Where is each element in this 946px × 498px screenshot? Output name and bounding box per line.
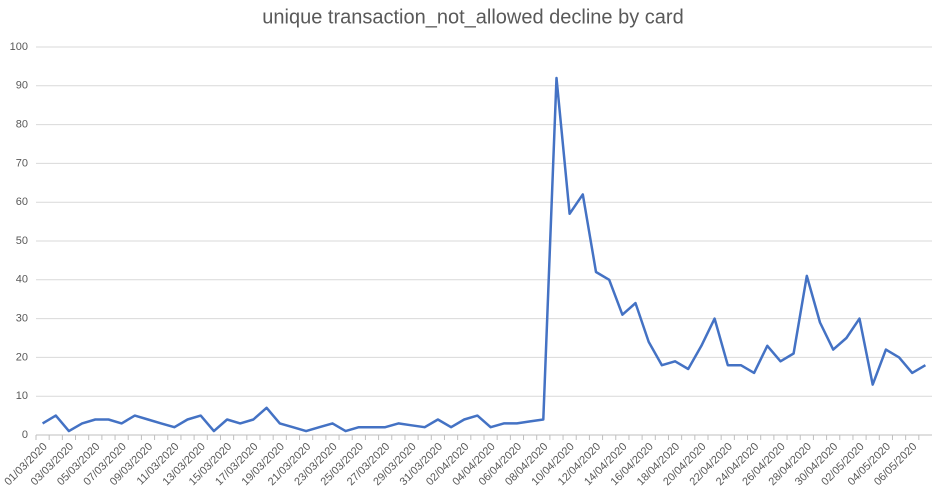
chart-title: unique transaction_not_allowed decline b… — [262, 6, 683, 28]
y-tick-label: 40 — [16, 274, 28, 286]
y-tick-label: 20 — [16, 351, 28, 363]
y-tick-label: 100 — [10, 41, 28, 53]
y-tick-label: 30 — [16, 313, 28, 325]
y-tick-label: 80 — [16, 119, 28, 131]
y-tick-label: 70 — [16, 157, 28, 169]
y-tick-label: 0 — [22, 429, 28, 441]
y-tick-label: 50 — [16, 235, 28, 247]
data-line — [41, 76, 927, 433]
y-tick-label: 10 — [16, 390, 28, 402]
y-tick-label: 90 — [16, 80, 28, 92]
y-tick-label: 60 — [16, 196, 28, 208]
